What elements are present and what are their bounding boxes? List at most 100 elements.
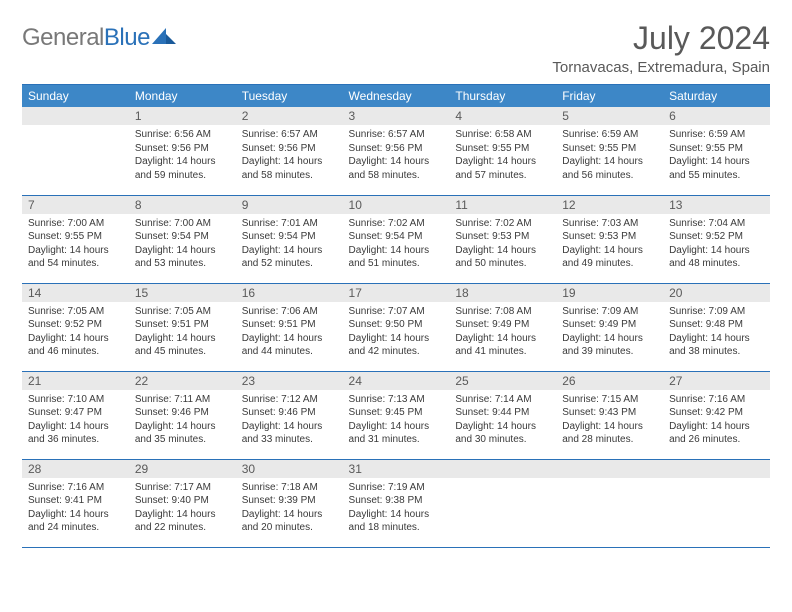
calendar-cell: 29Sunrise: 7:17 AMSunset: 9:40 PMDayligh… [129, 459, 236, 547]
calendar-cell: 21Sunrise: 7:10 AMSunset: 9:47 PMDayligh… [22, 371, 129, 459]
weekday-header: Thursday [449, 85, 556, 108]
calendar-cell: 8Sunrise: 7:00 AMSunset: 9:54 PMDaylight… [129, 195, 236, 283]
day-number: 15 [129, 284, 236, 302]
calendar-cell: 1Sunrise: 6:56 AMSunset: 9:56 PMDaylight… [129, 107, 236, 195]
calendar-body: 1Sunrise: 6:56 AMSunset: 9:56 PMDaylight… [22, 107, 770, 547]
weekday-header: Saturday [663, 85, 770, 108]
day-number: 23 [236, 372, 343, 390]
weekday-row: SundayMondayTuesdayWednesdayThursdayFrid… [22, 85, 770, 108]
calendar-cell: 3Sunrise: 6:57 AMSunset: 9:56 PMDaylight… [343, 107, 450, 195]
day-body: Sunrise: 7:11 AMSunset: 9:46 PMDaylight:… [129, 390, 236, 453]
calendar-cell: 27Sunrise: 7:16 AMSunset: 9:42 PMDayligh… [663, 371, 770, 459]
day-body: Sunrise: 7:16 AMSunset: 9:41 PMDaylight:… [22, 478, 129, 541]
day-number: 4 [449, 107, 556, 125]
weekday-header: Wednesday [343, 85, 450, 108]
day-body: Sunrise: 7:15 AMSunset: 9:43 PMDaylight:… [556, 390, 663, 453]
day-body [449, 478, 556, 487]
day-number: 29 [129, 460, 236, 478]
day-number: 14 [22, 284, 129, 302]
calendar-cell: 22Sunrise: 7:11 AMSunset: 9:46 PMDayligh… [129, 371, 236, 459]
day-number [22, 107, 129, 125]
day-body: Sunrise: 7:00 AMSunset: 9:55 PMDaylight:… [22, 214, 129, 277]
day-body [556, 478, 663, 487]
day-number [449, 460, 556, 478]
day-body: Sunrise: 6:57 AMSunset: 9:56 PMDaylight:… [343, 125, 450, 188]
day-body: Sunrise: 7:17 AMSunset: 9:40 PMDaylight:… [129, 478, 236, 541]
day-body: Sunrise: 7:03 AMSunset: 9:53 PMDaylight:… [556, 214, 663, 277]
day-number: 30 [236, 460, 343, 478]
calendar-cell: 24Sunrise: 7:13 AMSunset: 9:45 PMDayligh… [343, 371, 450, 459]
day-number: 6 [663, 107, 770, 125]
calendar-cell: 20Sunrise: 7:09 AMSunset: 9:48 PMDayligh… [663, 283, 770, 371]
day-number: 12 [556, 196, 663, 214]
day-number: 2 [236, 107, 343, 125]
calendar-head: SundayMondayTuesdayWednesdayThursdayFrid… [22, 85, 770, 108]
day-body: Sunrise: 7:12 AMSunset: 9:46 PMDaylight:… [236, 390, 343, 453]
day-number [663, 460, 770, 478]
day-number: 20 [663, 284, 770, 302]
day-number: 17 [343, 284, 450, 302]
calendar-cell: 6Sunrise: 6:59 AMSunset: 9:55 PMDaylight… [663, 107, 770, 195]
day-number: 27 [663, 372, 770, 390]
day-number: 8 [129, 196, 236, 214]
calendar-cell: 30Sunrise: 7:18 AMSunset: 9:39 PMDayligh… [236, 459, 343, 547]
day-number: 13 [663, 196, 770, 214]
weekday-header: Tuesday [236, 85, 343, 108]
calendar-cell [556, 459, 663, 547]
calendar-week-row: 7Sunrise: 7:00 AMSunset: 9:55 PMDaylight… [22, 195, 770, 283]
calendar-cell: 23Sunrise: 7:12 AMSunset: 9:46 PMDayligh… [236, 371, 343, 459]
day-number: 25 [449, 372, 556, 390]
day-number: 5 [556, 107, 663, 125]
day-number: 1 [129, 107, 236, 125]
day-body: Sunrise: 7:19 AMSunset: 9:38 PMDaylight:… [343, 478, 450, 541]
calendar-cell: 2Sunrise: 6:57 AMSunset: 9:56 PMDaylight… [236, 107, 343, 195]
calendar-cell: 26Sunrise: 7:15 AMSunset: 9:43 PMDayligh… [556, 371, 663, 459]
day-number: 16 [236, 284, 343, 302]
day-body [663, 478, 770, 487]
day-body: Sunrise: 7:00 AMSunset: 9:54 PMDaylight:… [129, 214, 236, 277]
day-number: 7 [22, 196, 129, 214]
day-body: Sunrise: 6:59 AMSunset: 9:55 PMDaylight:… [663, 125, 770, 188]
day-body: Sunrise: 7:02 AMSunset: 9:54 PMDaylight:… [343, 214, 450, 277]
day-number: 22 [129, 372, 236, 390]
header: GeneralBlue July 2024 Tornavacas, Extrem… [22, 20, 770, 76]
day-body: Sunrise: 7:02 AMSunset: 9:53 PMDaylight:… [449, 214, 556, 277]
day-body: Sunrise: 6:57 AMSunset: 9:56 PMDaylight:… [236, 125, 343, 188]
calendar-cell: 25Sunrise: 7:14 AMSunset: 9:44 PMDayligh… [449, 371, 556, 459]
calendar-week-row: 21Sunrise: 7:10 AMSunset: 9:47 PMDayligh… [22, 371, 770, 459]
calendar-cell: 9Sunrise: 7:01 AMSunset: 9:54 PMDaylight… [236, 195, 343, 283]
day-number: 19 [556, 284, 663, 302]
day-body: Sunrise: 7:01 AMSunset: 9:54 PMDaylight:… [236, 214, 343, 277]
weekday-header: Sunday [22, 85, 129, 108]
day-number: 26 [556, 372, 663, 390]
calendar-cell: 12Sunrise: 7:03 AMSunset: 9:53 PMDayligh… [556, 195, 663, 283]
title-block: July 2024 Tornavacas, Extremadura, Spain [552, 20, 770, 76]
day-body: Sunrise: 7:04 AMSunset: 9:52 PMDaylight:… [663, 214, 770, 277]
logo-text: GeneralBlue [22, 24, 150, 52]
calendar-table: SundayMondayTuesdayWednesdayThursdayFrid… [22, 84, 770, 548]
day-body: Sunrise: 7:09 AMSunset: 9:48 PMDaylight:… [663, 302, 770, 365]
day-body: Sunrise: 6:56 AMSunset: 9:56 PMDaylight:… [129, 125, 236, 188]
calendar-cell: 15Sunrise: 7:05 AMSunset: 9:51 PMDayligh… [129, 283, 236, 371]
day-body: Sunrise: 7:06 AMSunset: 9:51 PMDaylight:… [236, 302, 343, 365]
day-body: Sunrise: 7:10 AMSunset: 9:47 PMDaylight:… [22, 390, 129, 453]
calendar-cell: 4Sunrise: 6:58 AMSunset: 9:55 PMDaylight… [449, 107, 556, 195]
day-number: 31 [343, 460, 450, 478]
calendar-cell: 18Sunrise: 7:08 AMSunset: 9:49 PMDayligh… [449, 283, 556, 371]
calendar-cell [449, 459, 556, 547]
day-number: 3 [343, 107, 450, 125]
logo-part2: Blue [104, 24, 150, 51]
month-title: July 2024 [552, 20, 770, 57]
day-number: 11 [449, 196, 556, 214]
calendar-cell: 11Sunrise: 7:02 AMSunset: 9:53 PMDayligh… [449, 195, 556, 283]
day-body: Sunrise: 7:13 AMSunset: 9:45 PMDaylight:… [343, 390, 450, 453]
day-body: Sunrise: 7:05 AMSunset: 9:52 PMDaylight:… [22, 302, 129, 365]
weekday-header: Friday [556, 85, 663, 108]
calendar-week-row: 1Sunrise: 6:56 AMSunset: 9:56 PMDaylight… [22, 107, 770, 195]
calendar-cell: 13Sunrise: 7:04 AMSunset: 9:52 PMDayligh… [663, 195, 770, 283]
calendar-cell: 31Sunrise: 7:19 AMSunset: 9:38 PMDayligh… [343, 459, 450, 547]
calendar-cell: 19Sunrise: 7:09 AMSunset: 9:49 PMDayligh… [556, 283, 663, 371]
day-number: 10 [343, 196, 450, 214]
day-body: Sunrise: 7:08 AMSunset: 9:49 PMDaylight:… [449, 302, 556, 365]
day-body [22, 125, 129, 134]
